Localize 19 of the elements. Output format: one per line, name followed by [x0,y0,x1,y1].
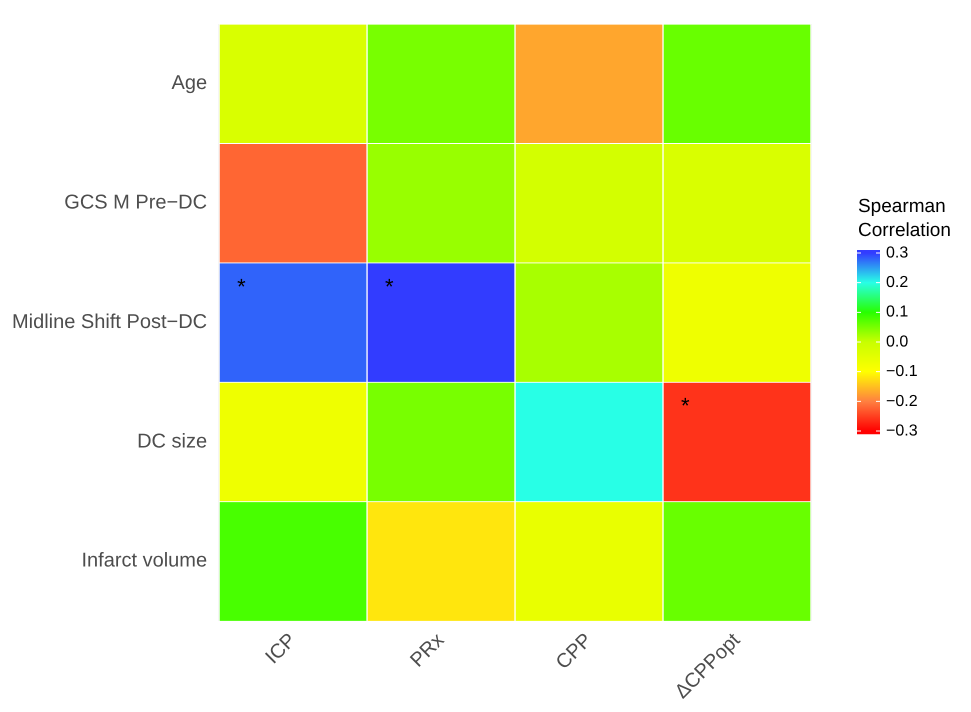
data-label: * [385,274,394,299]
y-tick-label: GCS M Pre−DC [64,192,208,214]
color-bar-title: Spearman Correlation [858,196,951,241]
y-tick-label: DC size [137,430,208,452]
data-label: * [681,393,690,418]
color-bar-label: −0.2 [886,392,918,410]
data-label: * [237,274,246,299]
x-tick-label: CPP [552,629,596,674]
color-bar-label: −0.1 [886,363,918,380]
color-bar-label: 0.2 [886,274,908,292]
y-tick-label: Infarct volume [81,550,208,572]
color-bar-label: −0.3 [886,422,918,440]
y-tick-label: Age [171,72,208,94]
x-tick-label: ICP [261,629,301,668]
color-bar-label: 0.3 [886,244,908,262]
color-bar-label: 0.0 [886,333,908,350]
color-bar-label: 0.1 [886,304,908,321]
y-tick-label: Midline Shift Post−DC [12,310,208,333]
x-tick-label: PRx [406,629,448,672]
